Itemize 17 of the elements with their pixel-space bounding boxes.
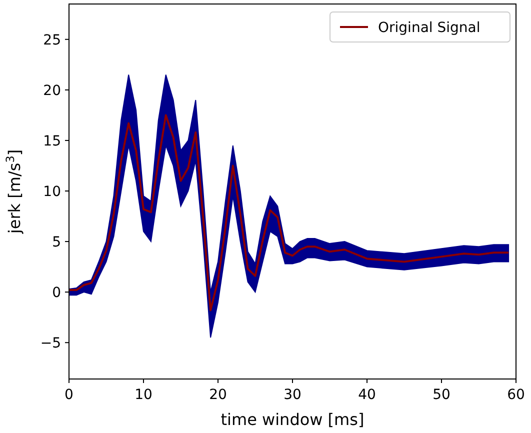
x-axis-title: time window [ms] [220, 410, 364, 429]
x-tick-label: 50 [432, 387, 450, 403]
x-tick-label: 10 [134, 387, 152, 403]
y-tick-label: 15 [43, 133, 61, 150]
y-tick-label: 5 [52, 234, 61, 250]
y-tick-label: 20 [43, 82, 61, 99]
x-tick-label: 30 [284, 387, 302, 403]
x-tick-label: 40 [358, 387, 376, 403]
y-tick-label: 0 [52, 284, 61, 301]
y-tick-label: −5 [40, 336, 61, 352]
x-tick-label: 20 [209, 387, 227, 403]
x-tick-label: 0 [64, 387, 74, 403]
legend-label: Original Signal [378, 20, 480, 36]
x-tick-label: 60 [507, 387, 525, 403]
y-tick-label: 25 [43, 32, 61, 48]
y-tick-label: 10 [43, 184, 61, 200]
line-series [69, 114, 510, 312]
